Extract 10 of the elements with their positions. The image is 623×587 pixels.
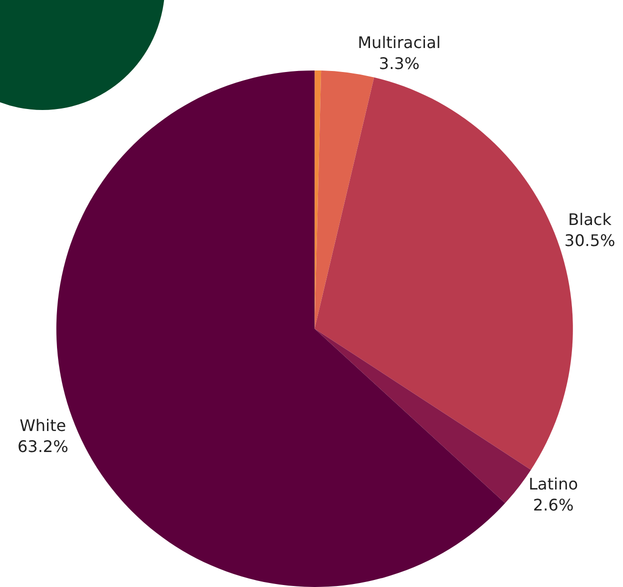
pie-slice <box>314 328 531 504</box>
data-label: 3.3% <box>378 54 420 73</box>
data-label: 2.6% <box>533 495 574 514</box>
slice-label: Black <box>568 210 612 230</box>
data-label: 63.2% <box>17 436 68 456</box>
slice-label: Multiracial <box>358 33 441 52</box>
data-label: 30.5% <box>564 231 616 250</box>
slice-label: Latino <box>528 474 578 494</box>
pie-slice <box>314 70 374 329</box>
slice-label: White <box>20 416 66 436</box>
